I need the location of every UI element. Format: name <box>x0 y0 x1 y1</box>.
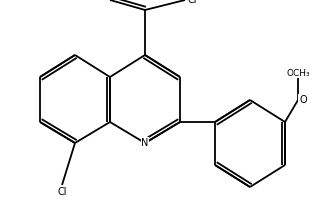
Text: OCH₃: OCH₃ <box>286 68 310 77</box>
Text: O: O <box>299 95 307 105</box>
Text: Cl: Cl <box>187 0 196 5</box>
Text: Cl: Cl <box>57 187 67 197</box>
Text: N: N <box>141 138 149 148</box>
